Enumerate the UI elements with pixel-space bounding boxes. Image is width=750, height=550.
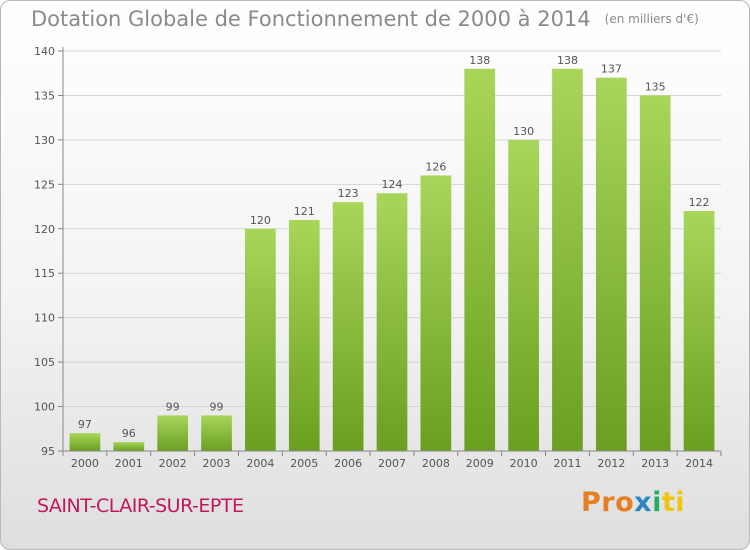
bar-2014 (683, 211, 715, 451)
x-tick-label-2006: 2006 (334, 457, 362, 470)
bar-2000 (69, 433, 101, 451)
unit-note: (en milliers d'€) (604, 12, 699, 26)
x-tick-label-2013: 2013 (641, 457, 669, 470)
x-tick-label-2001: 2001 (115, 457, 143, 470)
y-tick-label: 125 (34, 178, 55, 191)
x-tick-label-2007: 2007 (378, 457, 406, 470)
data-label-2012: 137 (601, 63, 622, 76)
y-tick-label: 140 (34, 45, 55, 58)
data-label-2007: 124 (382, 178, 403, 191)
data-label-2005: 121 (294, 205, 315, 218)
x-tick-label-2004: 2004 (246, 457, 274, 470)
data-label-2014: 122 (689, 196, 710, 209)
y-tick-label: 135 (34, 89, 55, 102)
proxiti-logo: Proxiti (581, 487, 686, 518)
x-tick-label-2005: 2005 (290, 457, 318, 470)
bar-layer: 97 96 99 99 120 121 123 124 126 138 130 138 137 135 12… (69, 54, 715, 452)
x-tick-label-2014: 2014 (685, 457, 713, 470)
bar-2011 (552, 68, 583, 452)
bar-2002 (157, 415, 189, 451)
y-tick-label: 110 (34, 312, 55, 325)
x-tick-label-2011: 2011 (553, 457, 581, 470)
bar-2005 (288, 219, 320, 451)
data-label-2000: 97 (78, 418, 92, 431)
x-tick-label-2012: 2012 (597, 457, 625, 470)
bar-2004 (245, 228, 276, 451)
data-label-2009: 138 (469, 54, 490, 67)
bar-2003 (201, 415, 232, 451)
y-tick-label: 95 (41, 445, 55, 458)
x-tick-label-2008: 2008 (422, 457, 450, 470)
bar-2013 (639, 95, 671, 451)
y-tick-label: 105 (34, 356, 55, 369)
data-label-2001: 96 (122, 427, 136, 440)
y-tick-label: 115 (34, 267, 55, 280)
y-tick-label: 100 (34, 401, 55, 414)
data-label-2013: 135 (645, 80, 666, 93)
data-label-2002: 99 (166, 400, 180, 413)
data-label-2011: 138 (557, 54, 578, 67)
chart-title: Dotation Globale de Fonctionnement de 20… (31, 7, 699, 31)
bar-2007 (376, 193, 408, 451)
y-tick-label: 120 (34, 223, 55, 236)
place-name: SAINT-CLAIR-SUR-EPTE (37, 495, 244, 517)
x-tick-label-2010: 2010 (510, 457, 538, 470)
x-tick-label-2003: 2003 (203, 457, 231, 470)
title-text: Dotation Globale de Fonctionnement de 20… (31, 7, 591, 31)
data-label-2006: 123 (338, 187, 359, 200)
bar-2010 (508, 139, 539, 451)
x-tick-label-2002: 2002 (159, 457, 187, 470)
bar-2012 (595, 77, 627, 452)
data-label-2003: 99 (210, 400, 224, 413)
data-label-2008: 126 (425, 160, 446, 173)
bar-2009 (464, 68, 496, 452)
data-label-2004: 120 (250, 214, 271, 227)
y-tick-label: 130 (34, 134, 55, 147)
bar-2006 (332, 202, 364, 451)
bar-2001 (113, 442, 145, 451)
data-label-2010: 130 (513, 125, 534, 138)
x-tick-label-2000: 2000 (71, 457, 99, 470)
axis-layer: 95 100 105 110 115 120 125 130 135 140 2000 2001 200… (34, 45, 722, 470)
x-tick-label-2009: 2009 (466, 457, 494, 470)
bar-2008 (420, 175, 452, 451)
